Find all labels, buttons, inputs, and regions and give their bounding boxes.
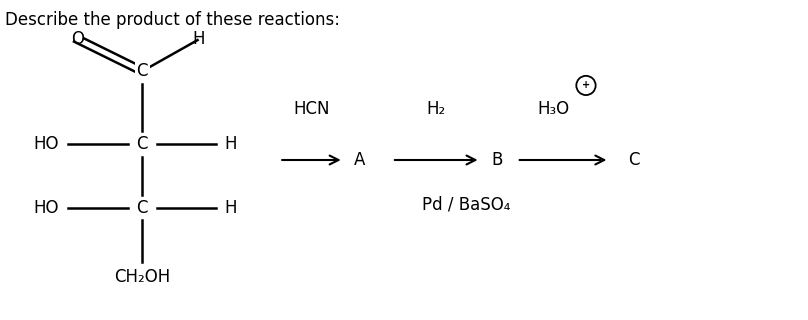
- Text: C: C: [137, 135, 148, 153]
- Text: H₂: H₂: [427, 100, 446, 118]
- Text: H: H: [225, 199, 237, 217]
- Text: C: C: [137, 62, 148, 80]
- Text: C: C: [137, 199, 148, 217]
- Text: A: A: [354, 151, 365, 169]
- Text: H: H: [225, 135, 237, 153]
- Text: H: H: [192, 30, 205, 48]
- Text: Describe the product of these reactions:: Describe the product of these reactions:: [6, 11, 340, 29]
- Text: B: B: [491, 151, 503, 169]
- Text: Pd / BaSO₄: Pd / BaSO₄: [422, 196, 510, 213]
- Text: CH₂OH: CH₂OH: [114, 268, 170, 286]
- Text: HO: HO: [33, 135, 58, 153]
- Text: O: O: [71, 30, 84, 48]
- Text: H₃O: H₃O: [537, 100, 569, 118]
- Text: HO: HO: [33, 199, 58, 217]
- Text: HCN: HCN: [293, 100, 330, 118]
- Text: +: +: [582, 80, 590, 91]
- Text: C: C: [628, 151, 639, 169]
